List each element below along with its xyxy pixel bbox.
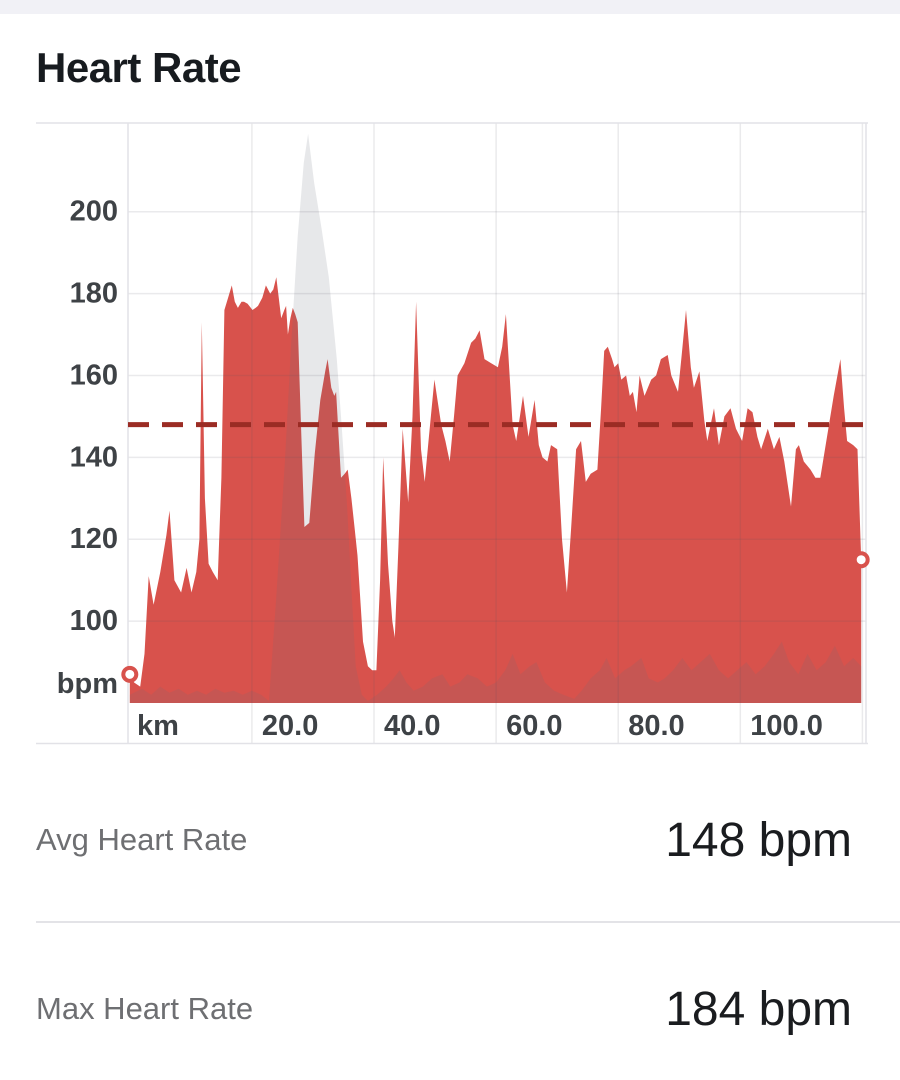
series-start-marker — [121, 665, 139, 683]
y-axis-tick-label: 120 — [70, 523, 118, 555]
x-axis-tick-label: 60.0 — [506, 710, 562, 742]
x-axis-tick-label: 40.0 — [384, 710, 440, 742]
elevation-area — [129, 133, 862, 703]
max-heart-rate-label: Max Heart Rate — [36, 991, 254, 1026]
avg-heart-rate-value: 148 bpm — [665, 813, 852, 867]
x-axis-tick-label: 100.0 — [750, 710, 823, 742]
x-axis-tick-label: 20.0 — [262, 710, 318, 742]
row-divider — [36, 921, 900, 923]
y-axis-tick-label: 140 — [70, 441, 118, 473]
y-axis-tick-label: 180 — [70, 278, 118, 310]
page-title: Heart Rate — [36, 44, 242, 91]
x-axis-tick-label: 80.0 — [628, 710, 684, 742]
status-bar-strip — [0, 0, 900, 14]
series-end-marker — [852, 551, 870, 569]
heart-rate-area — [129, 277, 862, 703]
heart-rate-chart: 100 120 140 160 180 200 bpm km 20.0 40.0 60.0 80.0 1… — [0, 0, 900, 748]
max-heart-rate-row: Max Heart Rate 184 bpm — [36, 969, 852, 1049]
x-axis-unit-label: km — [137, 710, 179, 742]
y-axis-tick-label: 160 — [70, 359, 118, 391]
y-axis-unit-label: bpm — [57, 668, 118, 700]
avg-heart-rate-row: Avg Heart Rate 148 bpm — [36, 800, 852, 880]
y-axis-tick-label: 200 — [70, 196, 118, 228]
max-heart-rate-value: 184 bpm — [665, 982, 852, 1036]
y-axis-tick-label: 100 — [70, 605, 118, 637]
avg-heart-rate-label: Avg Heart Rate — [36, 822, 248, 857]
